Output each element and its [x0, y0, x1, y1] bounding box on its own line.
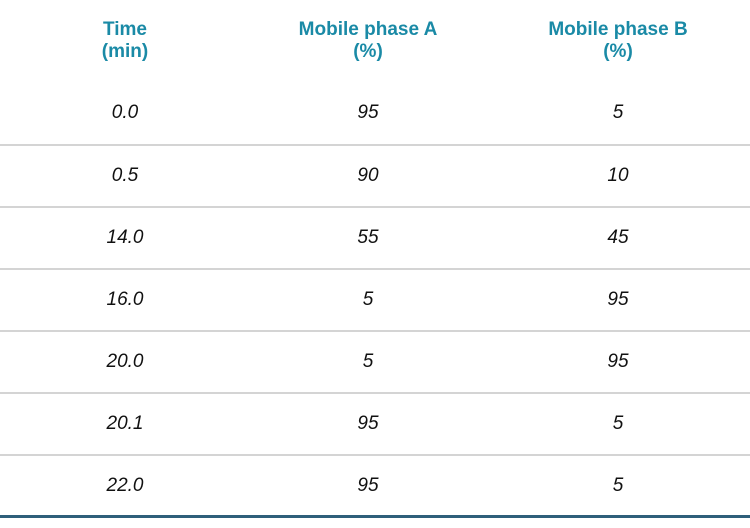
cell-phase-a: 95 — [357, 413, 379, 434]
cell-phase-a: 90 — [357, 165, 379, 186]
header-time-line2: (min) — [101, 40, 149, 62]
cell-phase-a: 95 — [357, 101, 379, 123]
table-row: 20.0 5 95 — [0, 330, 750, 392]
header-mobile-phase-a-line2: (%) — [353, 40, 383, 62]
table-header-row: Time (min) Mobile phase A (%) Mobile pha… — [0, 0, 750, 81]
cell-time: 20.1 — [106, 413, 144, 434]
table-row: 0.0 95 5 — [0, 81, 750, 144]
cell-time: 22.0 — [106, 474, 144, 496]
table-row: 0.5 90 10 — [0, 144, 750, 206]
header-mobile-phase-a-line1: Mobile phase A — [298, 18, 438, 40]
cell-phase-b: 5 — [612, 413, 624, 434]
cell-phase-b: 5 — [612, 474, 624, 496]
cell-phase-a: 55 — [357, 227, 379, 248]
header-mobile-phase-b-line1: Mobile phase B — [548, 18, 688, 40]
cell-time: 20.0 — [106, 351, 144, 372]
table-row: 16.0 5 95 — [0, 268, 750, 330]
cell-phase-b: 45 — [607, 227, 629, 248]
cell-phase-b: 95 — [607, 351, 629, 372]
cell-phase-a: 5 — [362, 289, 374, 310]
header-mobile-phase-b-line2: (%) — [603, 40, 633, 62]
table-body: 0.0 95 5 0.5 90 10 14.0 55 45 16.0 5 95 … — [0, 81, 750, 518]
cell-phase-a: 5 — [362, 351, 374, 372]
table-row: 22.0 95 5 — [0, 454, 750, 518]
cell-phase-b: 95 — [607, 289, 629, 310]
cell-time: 0.0 — [111, 101, 139, 123]
cell-time: 16.0 — [106, 289, 144, 310]
header-mobile-phase-b: Mobile phase B (%) — [486, 19, 750, 63]
cell-phase-a: 95 — [357, 474, 379, 496]
cell-time: 14.0 — [106, 227, 144, 248]
cell-phase-b: 5 — [612, 101, 624, 123]
table-row: 14.0 55 45 — [0, 206, 750, 268]
cell-time: 0.5 — [111, 165, 139, 186]
header-mobile-phase-a: Mobile phase A (%) — [250, 19, 486, 63]
cell-phase-b: 10 — [607, 165, 629, 186]
header-time: Time (min) — [0, 19, 250, 63]
header-time-line1: Time — [102, 18, 147, 40]
table-row: 20.1 95 5 — [0, 392, 750, 454]
